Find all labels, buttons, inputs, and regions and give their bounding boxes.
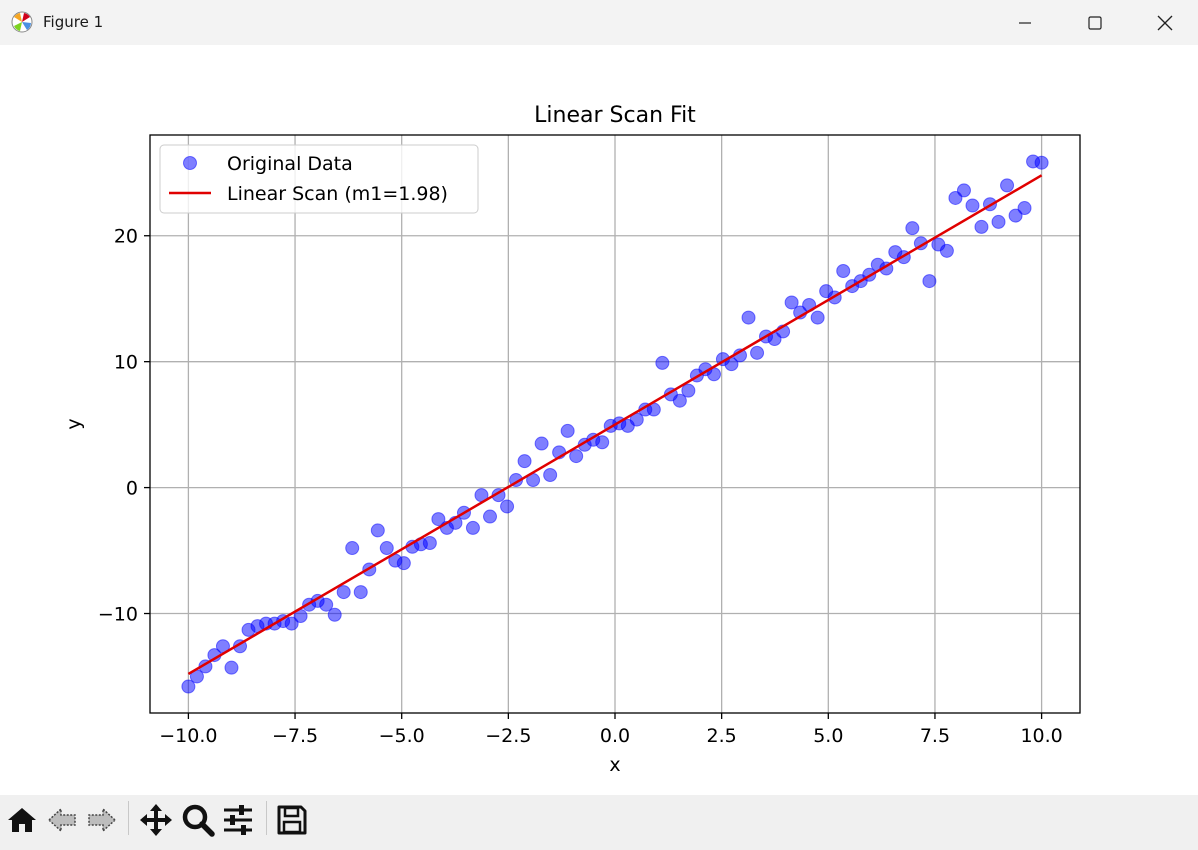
home-icon — [8, 808, 36, 832]
data-point — [224, 660, 239, 675]
back-icon — [47, 807, 76, 833]
data-point — [534, 436, 549, 451]
data-point — [1034, 155, 1049, 170]
y-tick-label: −10 — [98, 604, 138, 626]
close-button[interactable] — [1130, 0, 1198, 45]
data-point — [750, 345, 765, 360]
y-tick-label: 10 — [114, 352, 138, 374]
data-point — [422, 536, 437, 550]
window-title: Figure 1 — [43, 13, 104, 31]
legend-label-linear-scan: Linear Scan (m1=1.98) — [227, 183, 448, 205]
data-point — [379, 541, 394, 556]
data-point — [965, 198, 980, 213]
minimize-icon — [1019, 21, 1031, 24]
data-point — [784, 295, 799, 310]
data-point — [345, 541, 360, 556]
y-axis-label: y — [63, 418, 85, 429]
data-point — [810, 310, 825, 325]
grid-lines — [150, 135, 1080, 713]
save-icon — [277, 805, 307, 835]
back-button[interactable] — [42, 800, 82, 840]
legend: Original Data Linear Scan (m1=1.98) — [159, 144, 479, 214]
plot-series — [181, 154, 1049, 694]
data-point — [939, 243, 954, 258]
x-tick-label: 7.5 — [920, 725, 950, 747]
data-point — [905, 221, 920, 236]
close-icon — [1157, 15, 1173, 30]
data-point — [595, 435, 610, 450]
data-point — [569, 449, 584, 464]
maximize-button[interactable] — [1060, 0, 1130, 45]
axis-ticks: −10.0 −7.5 −5.0 −2.5 0.0 2.5 5.0 7.5 10.0 −10 0 10 2… — [98, 226, 1063, 747]
data-point — [517, 454, 532, 469]
x-tick-label: −2.5 — [485, 725, 531, 747]
matplotlib-app-icon — [11, 11, 33, 33]
toolbar-separator — [266, 801, 267, 835]
configure-subplots-icon — [224, 805, 252, 835]
data-point — [1008, 208, 1023, 223]
fit-line — [187, 174, 1043, 676]
data-point — [974, 219, 989, 234]
legend-marker-original-data — [183, 156, 197, 170]
data-point — [370, 523, 385, 538]
configure-subplots-button[interactable] — [218, 800, 258, 840]
data-point — [681, 383, 696, 398]
data-point — [672, 393, 687, 408]
maximize-icon — [1088, 15, 1102, 30]
data-point — [396, 556, 411, 571]
figure-canvas: Linear Scan Fit −10.0 −7.5 −5.0 −2.5 0.0 2.5 5… — [0, 45, 1198, 795]
chart-title: Linear Scan Fit — [534, 103, 696, 128]
data-point — [319, 597, 334, 612]
x-tick-label: −10.0 — [159, 725, 217, 747]
data-point — [543, 468, 558, 482]
x-tick-label: 5.0 — [813, 725, 843, 747]
data-point — [1017, 201, 1032, 216]
data-point — [741, 310, 756, 325]
data-point — [1000, 178, 1015, 193]
legend-label-original-data: Original Data — [227, 153, 353, 175]
data-point — [560, 423, 575, 438]
data-point — [483, 509, 498, 524]
home-button[interactable] — [2, 800, 42, 840]
data-point — [991, 214, 1006, 229]
data-point — [956, 183, 971, 198]
pan-icon — [140, 804, 172, 836]
zoom-button[interactable] — [178, 800, 218, 840]
scatter-chart: Linear Scan Fit −10.0 −7.5 −5.0 −2.5 0.0 2.5 5… — [63, 103, 1081, 776]
pan-button[interactable] — [136, 800, 176, 840]
data-point — [836, 264, 851, 278]
data-point — [284, 616, 299, 631]
data-point — [500, 499, 515, 514]
forward-icon — [88, 807, 117, 833]
legend-box — [159, 144, 479, 214]
data-point — [181, 679, 196, 694]
data-point — [655, 355, 670, 370]
forward-button[interactable] — [82, 800, 122, 840]
data-point — [431, 512, 446, 527]
navigation-toolbar — [0, 795, 1198, 850]
data-point — [327, 607, 342, 622]
x-tick-label: −5.0 — [379, 725, 425, 747]
save-button[interactable] — [272, 800, 312, 840]
x-tick-label: −7.5 — [272, 725, 318, 747]
window-titlebar: Figure 1 — [0, 0, 1198, 45]
x-tick-label: 0.0 — [600, 725, 630, 747]
y-tick-label: 0 — [126, 478, 138, 500]
data-point — [465, 520, 480, 535]
minimize-button[interactable] — [990, 0, 1060, 45]
data-point — [336, 585, 351, 600]
toolbar-separator — [128, 801, 129, 835]
x-axis-label: x — [609, 754, 620, 776]
y-tick-label: 20 — [114, 226, 138, 248]
zoom-icon — [182, 804, 215, 837]
x-tick-label: 10.0 — [1020, 725, 1062, 747]
data-point — [353, 585, 368, 600]
x-tick-label: 2.5 — [707, 725, 737, 747]
data-point — [922, 274, 937, 289]
